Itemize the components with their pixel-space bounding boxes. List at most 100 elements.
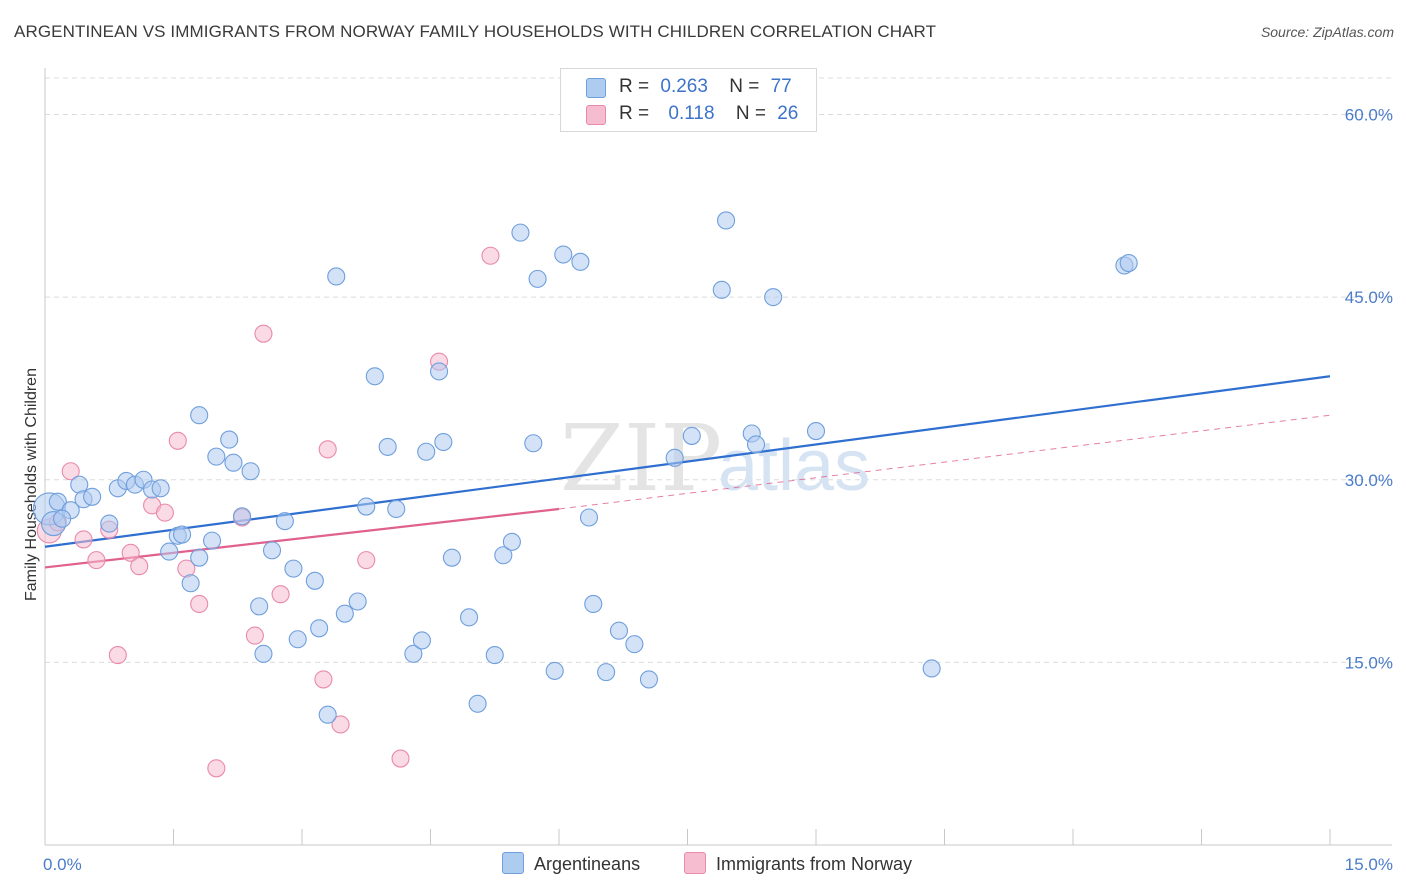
data-point-argentineans — [207, 447, 226, 466]
data-point-immigrants-from-norway — [87, 551, 106, 570]
chart-title: ARGENTINEAN VS IMMIGRANTS FROM NORWAY FA… — [14, 22, 937, 41]
data-point-immigrants-from-norway — [61, 462, 80, 481]
data-point-argentineans — [412, 631, 431, 650]
gridlines — [45, 77, 1392, 663]
data-point-immigrants-from-norway — [271, 585, 290, 604]
legend-r-value: 0.118 — [668, 103, 715, 124]
watermark-atlas: atlas — [718, 426, 870, 506]
data-point-argentineans — [682, 426, 701, 445]
data-point-argentineans — [524, 434, 543, 453]
watermark-zip: ZIP — [560, 405, 722, 512]
data-point-immigrants-from-norway — [130, 557, 149, 576]
bottom-legend-argentineans: Argentineans — [502, 852, 640, 875]
data-point-argentineans — [468, 694, 487, 713]
data-point-argentineans — [335, 604, 354, 623]
x-tick-label-max: 15.0% — [1345, 855, 1393, 874]
data-point-argentineans — [288, 630, 307, 649]
legend-n-label: N = — [729, 76, 760, 97]
legend-swatch-blue — [586, 78, 606, 98]
data-point-argentineans — [584, 594, 603, 613]
data-point-argentineans — [224, 453, 243, 472]
trend-line-argentineans — [44, 375, 1331, 548]
data-point-argentineans — [609, 621, 629, 640]
data-point-argentineans — [502, 532, 521, 551]
data-point-argentineans — [387, 499, 406, 519]
data-point-argentineans — [764, 288, 783, 307]
watermark: ZIP atlas — [560, 405, 870, 512]
data-point-immigrants-from-norway — [391, 749, 410, 768]
data-point-argentineans — [173, 525, 192, 544]
data-point-argentineans — [485, 646, 504, 665]
legend-n-value: 26 — [777, 103, 799, 124]
data-point-argentineans — [459, 608, 479, 627]
points-argentineans — [32, 211, 1138, 724]
data-point-argentineans — [48, 492, 67, 511]
data-point-argentineans — [305, 571, 324, 590]
legend-swatch-pink — [586, 105, 606, 125]
data-point-argentineans — [250, 597, 269, 616]
data-point-argentineans — [53, 509, 72, 528]
data-point-argentineans — [430, 362, 449, 381]
data-point-immigrants-from-norway — [190, 594, 209, 613]
data-point-immigrants-from-norway — [207, 759, 226, 778]
data-point-argentineans — [922, 659, 941, 678]
legend-r-value: 0.263 — [660, 76, 708, 97]
data-point-argentineans — [318, 705, 337, 724]
data-point-argentineans — [417, 442, 436, 461]
x-tick-label-min: 0.0% — [43, 855, 82, 874]
data-point-immigrants-from-norway — [108, 646, 127, 665]
bottom-legend-swatch-pink — [684, 852, 706, 874]
data-point-immigrants-from-norway — [254, 324, 273, 343]
data-point-argentineans — [639, 670, 659, 689]
data-point-argentineans — [190, 548, 209, 567]
trend-line-immigrants-from-norway — [44, 507, 560, 569]
data-point-argentineans — [597, 663, 616, 682]
legend-r-label: R = — [619, 103, 650, 124]
trend-line-extension-immigrants-from-norway — [558, 414, 1331, 510]
data-point-argentineans — [241, 462, 260, 481]
data-point-argentineans — [716, 211, 736, 230]
data-point-argentineans — [434, 432, 453, 452]
data-point-immigrants-from-norway — [74, 530, 93, 549]
data-point-argentineans — [203, 531, 222, 550]
data-point-immigrants-from-norway — [168, 431, 187, 450]
data-point-argentineans — [665, 448, 684, 467]
data-point-argentineans — [83, 487, 102, 506]
y-axis-title: Family Households with Children — [23, 368, 40, 601]
data-point-argentineans — [378, 437, 397, 456]
data-point-argentineans — [275, 512, 294, 531]
data-point-argentineans — [712, 280, 731, 299]
y-tick-label: 60.0% — [1345, 106, 1393, 125]
data-point-immigrants-from-norway — [318, 440, 337, 459]
data-point-argentineans — [327, 267, 346, 286]
data-point-argentineans — [806, 422, 826, 441]
legend-r-label: R = — [619, 76, 650, 97]
data-point-argentineans — [511, 223, 530, 242]
data-point-argentineans — [190, 406, 209, 425]
stats-legend: R = 0.263 N = 77 R = 0.118 N = 26 — [560, 68, 817, 132]
data-point-argentineans — [365, 367, 384, 386]
data-point-argentineans — [181, 574, 200, 593]
data-point-immigrants-from-norway — [245, 626, 264, 645]
data-point-argentineans — [554, 245, 573, 264]
data-point-argentineans — [151, 479, 170, 498]
data-point-argentineans — [494, 546, 513, 565]
bottom-legend-label: Immigrants from Norway — [716, 854, 913, 874]
data-point-argentineans — [348, 592, 367, 611]
y-tick-label: 15.0% — [1345, 653, 1393, 672]
data-point-argentineans — [262, 541, 282, 560]
data-point-argentineans — [746, 435, 766, 454]
data-point-immigrants-from-norway — [357, 551, 376, 570]
legend-n-label: N = — [735, 103, 766, 124]
data-point-argentineans — [284, 559, 303, 578]
data-point-argentineans — [232, 507, 252, 526]
data-point-argentineans — [100, 514, 119, 533]
data-point-immigrants-from-norway — [121, 543, 140, 562]
data-point-argentineans — [220, 430, 239, 449]
data-point-immigrants-from-norway — [155, 503, 174, 522]
data-point-argentineans — [1119, 254, 1138, 273]
data-point-argentineans — [442, 548, 461, 567]
y-tick-label: 45.0% — [1345, 288, 1393, 307]
data-point-argentineans — [625, 635, 644, 654]
